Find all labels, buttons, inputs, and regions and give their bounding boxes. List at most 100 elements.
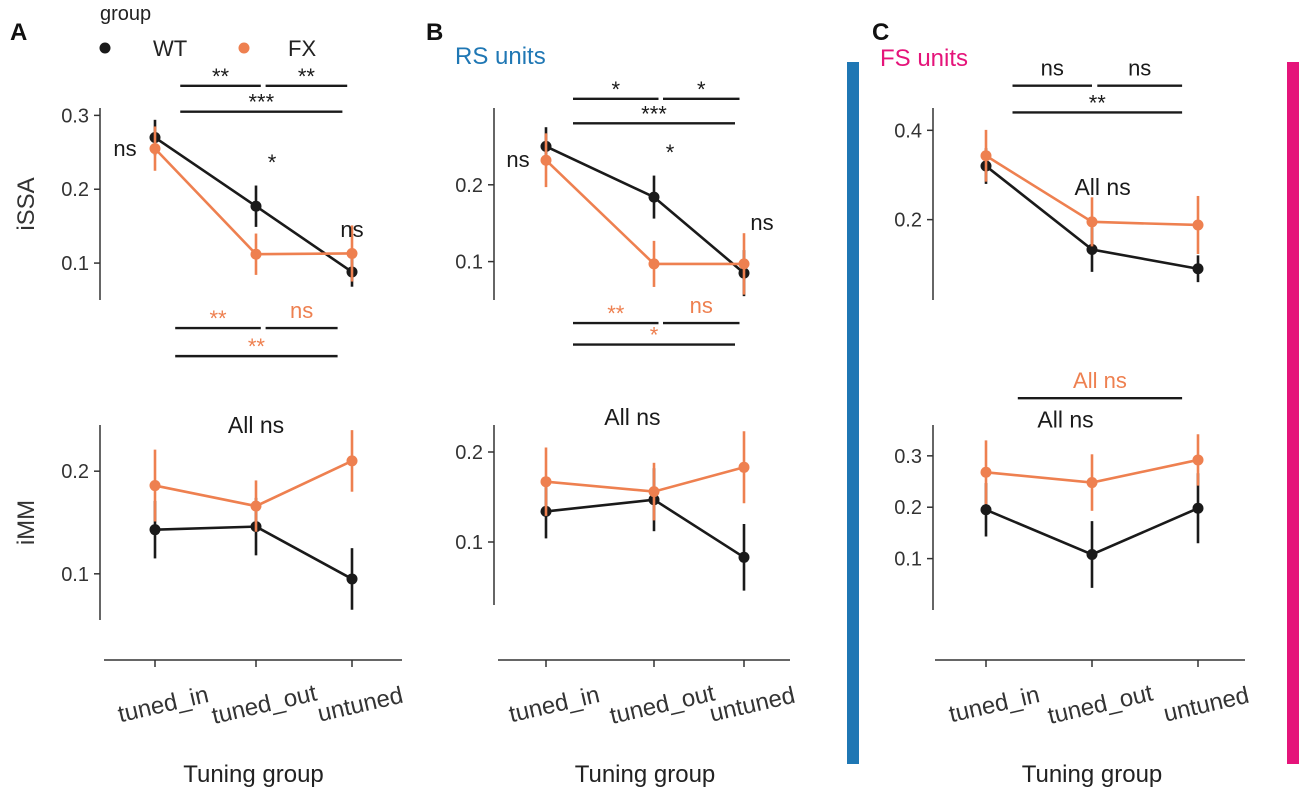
bracket-label: ns (690, 293, 713, 318)
data-point-wt (1086, 549, 1098, 560)
panel-letter: A (10, 19, 27, 46)
y-tick-label: 0.2 (894, 497, 922, 519)
y-tick-label: 0.2 (894, 210, 922, 232)
subplot-issa: 0.2 0.4 ns ns ** All ns All ns (894, 56, 1204, 400)
data-point-fx (980, 150, 992, 162)
data-point-fx (738, 258, 750, 270)
data-point-fx (149, 143, 161, 155)
significance-note: All ns (1074, 174, 1130, 200)
data-point-wt (648, 191, 660, 203)
x-axis-label: Tuning group (575, 761, 716, 788)
x-tick-label: untuned (707, 682, 798, 728)
panel-subtitle: FS units (880, 45, 968, 72)
subplot-issa: 0.10.2ns *ns* ****** ns* (455, 77, 773, 348)
significance-note: All ns (1037, 407, 1093, 433)
y-axis-label: iSSA (13, 177, 40, 230)
y-tick-label: 0.2 (455, 175, 483, 197)
bracket-label: * (650, 323, 659, 348)
x-axis-label: Tuning group (183, 761, 324, 788)
data-point-fx (540, 154, 552, 166)
group-bar-fs (1287, 62, 1299, 764)
y-tick-label: 0.3 (61, 105, 89, 127)
series-line-wt (154, 525, 353, 581)
legend-marker-fx (238, 42, 250, 54)
data-point-wt (346, 573, 358, 585)
y-tick-label: 0.1 (61, 253, 89, 275)
bracket-label: * (697, 77, 706, 102)
bracket-label: ** (212, 64, 230, 89)
data-point-fx (648, 258, 660, 270)
series-line-fx (154, 459, 353, 508)
bracket-label: * (611, 77, 620, 102)
y-tick-label: 0.1 (61, 564, 89, 586)
data-point-wt (250, 200, 262, 212)
bracket-label: ** (298, 64, 316, 89)
data-point-fx (980, 466, 992, 478)
significance-mark: * (666, 140, 675, 165)
data-point-fx (1192, 219, 1204, 231)
legend-label-wt: WT (153, 36, 187, 61)
data-point-wt (1086, 244, 1098, 256)
legend-title: group (100, 3, 151, 25)
x-axis-label: Tuning group (1022, 761, 1163, 788)
significance-mark: ns (113, 136, 136, 161)
bracket-label: ns (1128, 56, 1151, 81)
data-point-wt (738, 551, 750, 563)
significance-note: All ns (228, 412, 284, 438)
bracket-label: *** (641, 101, 667, 126)
data-point-fx (648, 486, 660, 498)
y-axis-label: iMM (13, 500, 40, 545)
data-point-fx (1086, 477, 1098, 489)
x-tick-label: tuned_in (115, 681, 211, 728)
data-point-fx (346, 455, 358, 467)
data-point-fx (250, 500, 262, 512)
significance-note: All ns (604, 404, 660, 430)
data-point-fx (1086, 216, 1098, 228)
bracket-label: ns (290, 298, 313, 323)
significance-mark: ns (750, 210, 773, 235)
panel-letter: C (872, 19, 889, 46)
data-point-fx (738, 461, 750, 473)
y-tick-label: 0.3 (894, 446, 922, 468)
x-tick-label: untuned (315, 682, 406, 728)
x-tick-label: tuned_in (506, 681, 602, 728)
series-line-wt (545, 498, 745, 559)
data-point-wt (149, 524, 161, 536)
x-tick-label: untuned (1161, 682, 1252, 728)
bracket-label: *** (248, 90, 274, 115)
bracket-label: ** (248, 334, 266, 359)
significance-mark: ns (506, 147, 529, 172)
bracket-label: ** (607, 301, 625, 326)
data-point-fx (149, 480, 161, 492)
data-point-fx (346, 247, 358, 259)
series-line-fx (545, 466, 745, 493)
panel-subtitle: RS units (455, 43, 546, 70)
data-point-fx (1192, 454, 1204, 466)
data-point-wt (1192, 263, 1204, 275)
y-tick-label: 0.2 (61, 179, 89, 201)
significance-mark: * (268, 150, 277, 175)
bracket-label: ** (1089, 90, 1107, 115)
y-tick-label: 0.2 (61, 461, 89, 483)
significance-mark: ns (340, 217, 363, 242)
group-bar-rs (847, 62, 859, 764)
legend-marker-wt (99, 42, 111, 54)
panel-letter: B (426, 19, 443, 46)
y-tick-label: 0.4 (894, 120, 922, 142)
y-tick-label: 0.1 (894, 549, 922, 571)
subplot-imm: 0.1 0.2 iMM All ns (13, 412, 358, 620)
bracket-label: All ns (1073, 368, 1127, 393)
legend-label-fx: FX (288, 36, 316, 61)
subplot-imm: 0.1 0.2 0.3 All ns (894, 407, 1204, 610)
bracket-label: ** (209, 306, 227, 331)
y-tick-label: 0.1 (455, 532, 483, 554)
x-tick-label: tuned_out (1045, 679, 1155, 729)
data-point-wt (1192, 502, 1204, 514)
